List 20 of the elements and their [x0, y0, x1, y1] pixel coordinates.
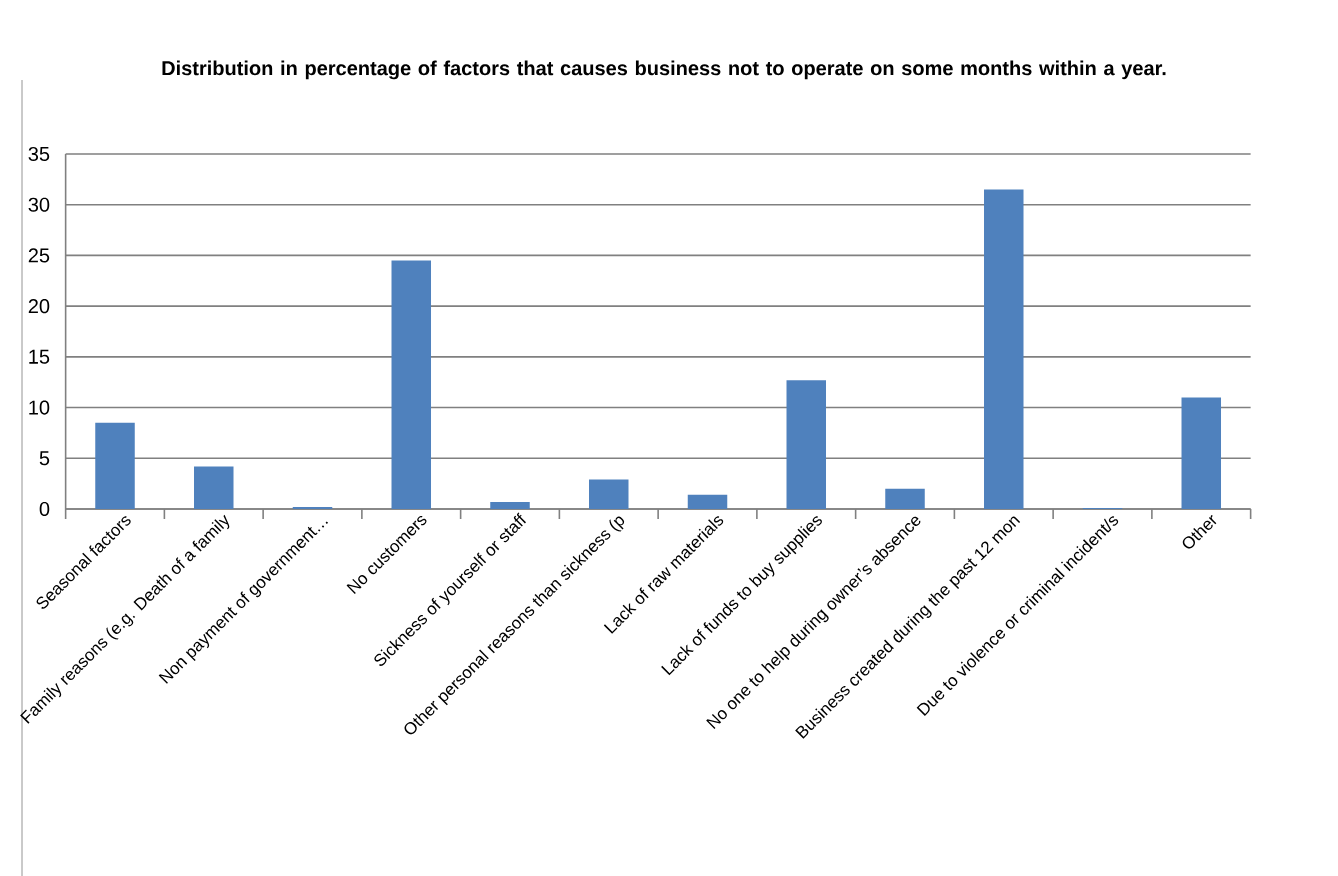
y-tick-label: 15: [29, 349, 50, 364]
bar: [95, 422, 135, 509]
bar: [292, 506, 333, 509]
y-tick-label: 5: [39, 451, 50, 466]
bar: [194, 466, 234, 509]
y-tick-label: 35: [28, 146, 50, 162]
y-tick-label: 25: [28, 248, 50, 263]
bar: [490, 501, 530, 509]
bar: [589, 479, 629, 509]
bar: [885, 488, 925, 509]
y-tick-label: 20: [28, 299, 50, 314]
bar: [391, 260, 432, 509]
bar: [786, 380, 827, 509]
bar: [1181, 397, 1222, 509]
bar: [984, 189, 1024, 509]
y-tick-label: 0: [39, 501, 50, 517]
y-tick-label: 30: [28, 197, 50, 212]
chart-title: Distribution in percentage of factors that causes business not to operate on some months within a year.: [162, 60, 1166, 80]
bar: [687, 494, 728, 509]
y-tick-label: 10: [29, 400, 50, 415]
